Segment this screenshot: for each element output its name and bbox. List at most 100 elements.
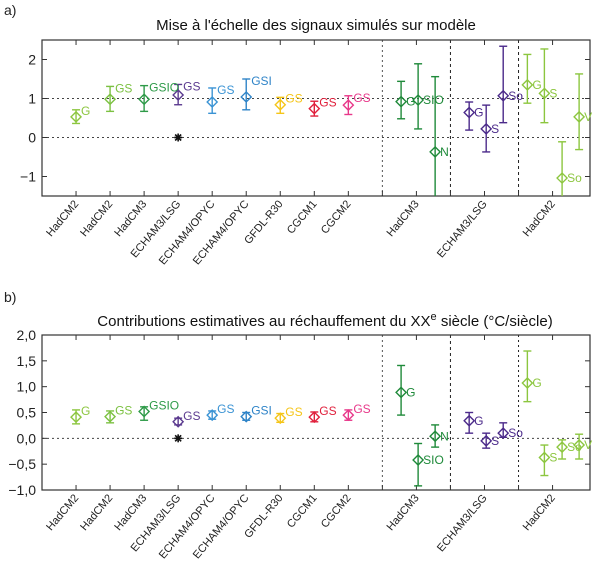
x-tick-label: HadCM2 — [521, 492, 558, 533]
diamond-marker — [206, 409, 219, 422]
diamond-marker — [412, 94, 425, 107]
data-point-label: SIO — [423, 453, 444, 467]
data-point-label: So — [508, 89, 523, 103]
data-point — [463, 101, 476, 131]
diamond-marker — [395, 386, 408, 399]
asterisk-stroke — [174, 434, 182, 442]
data-point — [104, 410, 117, 424]
data-point-label: G — [406, 385, 415, 399]
data-point — [412, 442, 425, 487]
diamond-marker — [104, 93, 117, 106]
panel-b: b) Contributions estimatives au réchauff… — [4, 289, 592, 561]
data-point-label: V — [584, 110, 592, 124]
diamond-marker — [308, 411, 321, 424]
data-point-label: S — [491, 122, 499, 136]
data-point — [573, 433, 586, 460]
y-tick-label: −0,5 — [8, 456, 36, 472]
diamond-marker — [573, 439, 586, 452]
data-point — [463, 411, 476, 434]
data-point-label: So — [508, 426, 523, 440]
data-point — [308, 100, 321, 117]
data-point-label: So — [567, 440, 582, 454]
data-point-label: G — [81, 404, 90, 418]
panel-a-title-text: Mise à l'échelle des signaux simulés sur… — [156, 17, 476, 34]
diamond-marker — [497, 89, 510, 102]
data-point-label: SIO — [423, 93, 444, 107]
y-tick-label: 0 — [28, 130, 36, 146]
data-point — [538, 444, 551, 477]
panel-b-label: b) — [4, 289, 16, 305]
data-point-label: GS — [115, 81, 132, 95]
panel-b-title-suffix: siècle (°C/siècle) — [437, 313, 553, 330]
diamond-marker — [274, 412, 287, 425]
data-point-label: G — [406, 95, 415, 109]
data-point — [395, 364, 408, 416]
diamond-marker — [240, 410, 253, 423]
data-points — [70, 350, 586, 487]
diamond-marker — [412, 454, 425, 467]
diamond-marker — [463, 106, 476, 119]
diamond-marker — [429, 430, 442, 443]
diamond-marker — [429, 145, 442, 158]
data-point — [480, 104, 493, 153]
x-tick-label: CGCM1 — [285, 198, 320, 236]
y-tick-label: 2,0 — [17, 327, 37, 343]
data-point — [342, 95, 355, 116]
data-point — [274, 412, 287, 425]
x-tick-label: HadCM2 — [44, 492, 81, 533]
y-tick-label: 0,5 — [17, 405, 37, 421]
data-point — [206, 87, 219, 115]
panel-a-label: a) — [4, 2, 16, 18]
diamond-marker — [573, 110, 586, 123]
diamond-marker — [240, 90, 253, 103]
x-tick-label: CGCM1 — [285, 492, 320, 530]
y-tick-label: 1,5 — [17, 353, 37, 369]
diamond-marker — [70, 411, 83, 424]
panel-b-title: Contributions estimatives au réchauffeme… — [97, 311, 552, 330]
panel-a: a) Mise à l'échelle des signaux simulés … — [4, 2, 592, 267]
data-point — [240, 78, 253, 111]
diamond-marker — [538, 451, 551, 464]
data-point — [138, 84, 151, 113]
data-point — [70, 109, 83, 125]
diamond-marker — [480, 122, 493, 135]
data-point-label: GS — [353, 91, 370, 105]
data-point — [240, 410, 253, 423]
data-point-label: GSI — [251, 404, 272, 418]
x-tick-label: CGCM2 — [319, 492, 354, 530]
data-point — [395, 80, 408, 120]
y-tick-label: 2 — [28, 52, 36, 68]
data-point — [556, 439, 569, 460]
data-point — [521, 350, 534, 403]
data-point-label: GS — [319, 96, 336, 110]
data-point — [412, 63, 425, 130]
data-point — [138, 405, 151, 421]
data-point — [104, 85, 117, 113]
data-point — [429, 75, 442, 196]
data-point-label: GS — [217, 402, 234, 416]
data-point-label: So — [567, 171, 582, 185]
data-point — [480, 432, 493, 449]
data-point-label: S — [491, 434, 499, 448]
y-tick-label: 1,0 — [17, 379, 37, 395]
data-point — [497, 45, 510, 124]
data-point-label: GSI — [251, 74, 272, 88]
x-tick-label: HadCM2 — [78, 198, 115, 239]
x-tick-label: HadCM2 — [78, 492, 115, 533]
diamond-marker — [70, 110, 83, 123]
x-tick-label: CGCM2 — [319, 198, 354, 236]
data-point-label: GS — [285, 92, 302, 106]
asterisk-stroke — [174, 133, 182, 142]
diamond-marker — [342, 409, 355, 422]
data-point-label: G — [81, 104, 90, 118]
data-points — [70, 45, 586, 196]
data-point-label: GSIO — [149, 398, 179, 412]
y-tick-label: 0,0 — [17, 430, 37, 446]
data-point — [206, 409, 219, 422]
diamond-marker — [138, 405, 151, 418]
diamond-marker — [556, 172, 569, 185]
axes-box — [41, 39, 591, 197]
